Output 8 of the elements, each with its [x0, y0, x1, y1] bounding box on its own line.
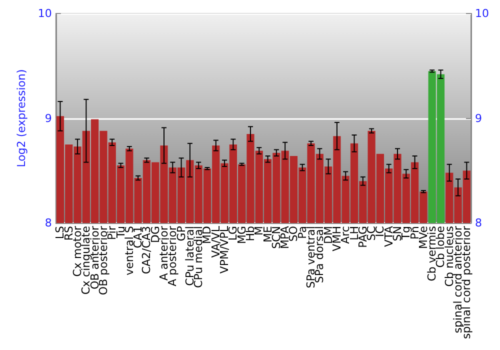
y2-tick-label: 8 — [475, 216, 482, 230]
y2-tick-label: 10 — [475, 7, 490, 20]
y-tick-label: 9 — [44, 112, 52, 125]
y-tick-label: 8 — [44, 216, 52, 230]
x-tick-label: A posterior — [166, 226, 180, 286]
y-tick-label: 10 — [38, 7, 52, 20]
y2-tick-label: 9 — [475, 112, 482, 125]
y-axis-title: Log2 (expression) — [15, 69, 28, 168]
